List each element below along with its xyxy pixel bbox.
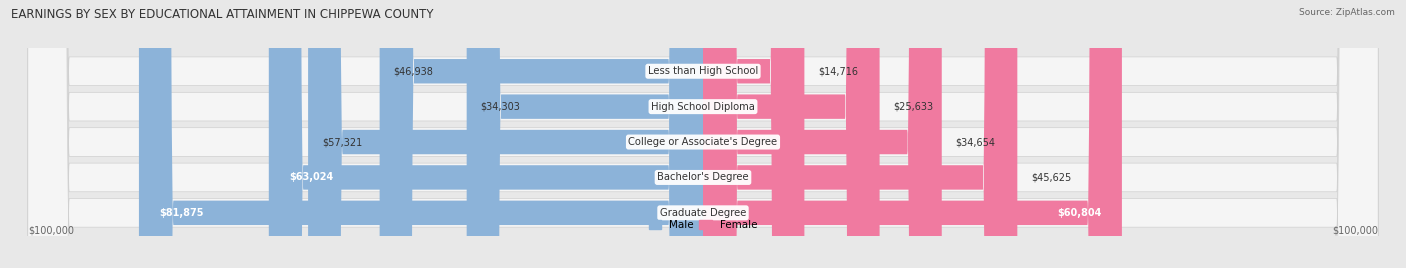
Text: EARNINGS BY SEX BY EDUCATIONAL ATTAINMENT IN CHIPPEWA COUNTY: EARNINGS BY SEX BY EDUCATIONAL ATTAINMEN… [11,8,433,21]
Text: $34,303: $34,303 [481,102,520,112]
FancyBboxPatch shape [703,0,1122,268]
FancyBboxPatch shape [28,0,1378,268]
Text: Source: ZipAtlas.com: Source: ZipAtlas.com [1299,8,1395,17]
Text: High School Diploma: High School Diploma [651,102,755,112]
Text: $34,654: $34,654 [956,137,995,147]
FancyBboxPatch shape [139,0,703,268]
FancyBboxPatch shape [28,0,1378,268]
Text: $25,633: $25,633 [893,102,934,112]
Text: $46,938: $46,938 [394,66,433,76]
FancyBboxPatch shape [703,0,1018,268]
Text: College or Associate's Degree: College or Associate's Degree [628,137,778,147]
Text: Less than High School: Less than High School [648,66,758,76]
FancyBboxPatch shape [269,0,703,268]
Legend: Male, Female: Male, Female [644,216,762,234]
Text: $100,000: $100,000 [1331,226,1378,236]
Text: $81,875: $81,875 [160,208,204,218]
Text: Bachelor's Degree: Bachelor's Degree [657,172,749,183]
FancyBboxPatch shape [703,0,880,268]
FancyBboxPatch shape [28,0,1378,268]
FancyBboxPatch shape [380,0,703,268]
Text: $14,716: $14,716 [818,66,858,76]
FancyBboxPatch shape [28,0,1378,268]
Text: $60,804: $60,804 [1057,208,1101,218]
Text: $100,000: $100,000 [28,226,75,236]
FancyBboxPatch shape [703,0,804,268]
FancyBboxPatch shape [467,0,703,268]
Text: Graduate Degree: Graduate Degree [659,208,747,218]
Text: $57,321: $57,321 [322,137,363,147]
FancyBboxPatch shape [703,0,942,268]
Text: $45,625: $45,625 [1031,172,1071,183]
FancyBboxPatch shape [308,0,703,268]
Text: $63,024: $63,024 [290,172,333,183]
FancyBboxPatch shape [28,0,1378,268]
